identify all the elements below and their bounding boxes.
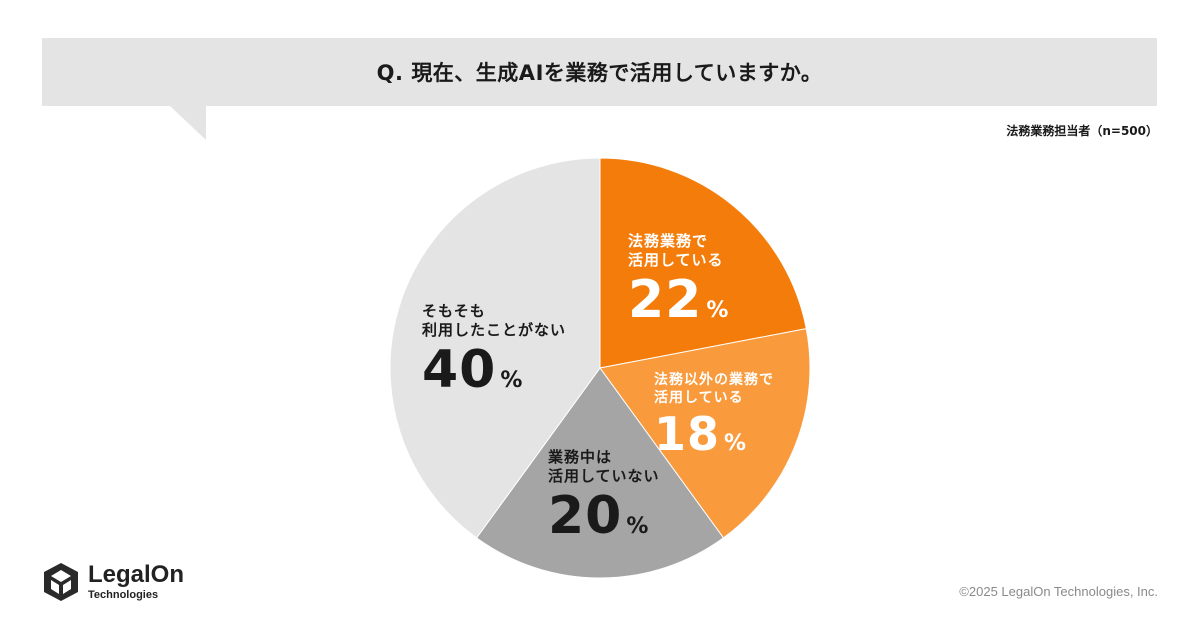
company-logo: LegalOn Technologies [42,562,184,602]
pie-slice-2 [475,367,725,579]
slice-2-unit: % [626,513,649,539]
pie-slice-3 [389,157,601,539]
slice-label-0: 法務業務で 活用している 22% [628,232,728,326]
pie-slice-0 [599,157,807,369]
question-title: Q. 現在、生成AIを業務で活用していますか。 [376,61,823,85]
sample-size-note: 法務業務担当者（n=500） [1006,124,1158,138]
logo-name: LegalOn [88,561,185,588]
slice-0-unit: % [706,297,729,323]
logo-subtitle: Technologies [88,589,159,601]
slice-2-value: 20 [548,485,623,546]
slice-1-value: 18 [654,407,721,461]
slice-3-category: そもそも 利用したことがない [422,302,567,339]
question-banner: Q. 現在、生成AIを業務で活用していますか。 [42,38,1157,106]
slice-1-category: 法務以外の業務で 活用している [654,372,774,406]
slice-0-category: 法務業務で 活用している [628,232,724,269]
slice-label-2: 業務中は 活用していない 20% [548,448,660,542]
slice-1-unit: % [724,431,747,456]
speech-bubble-tail [170,106,206,140]
slice-0-value: 22 [628,269,703,330]
slice-label-3: そもそも 利用したことがない 40% [422,302,566,396]
copyright-text: ©2025 LegalOn Technologies, Inc. [959,584,1158,599]
slice-3-unit: % [500,367,523,393]
legalon-mark-icon [44,563,78,601]
pie-slice-1 [599,328,811,539]
slice-2-category: 業務中は 活用していない [548,448,660,485]
slice-label-1: 法務以外の業務で 活用している 18% [654,372,774,457]
slice-3-value: 40 [422,339,497,400]
